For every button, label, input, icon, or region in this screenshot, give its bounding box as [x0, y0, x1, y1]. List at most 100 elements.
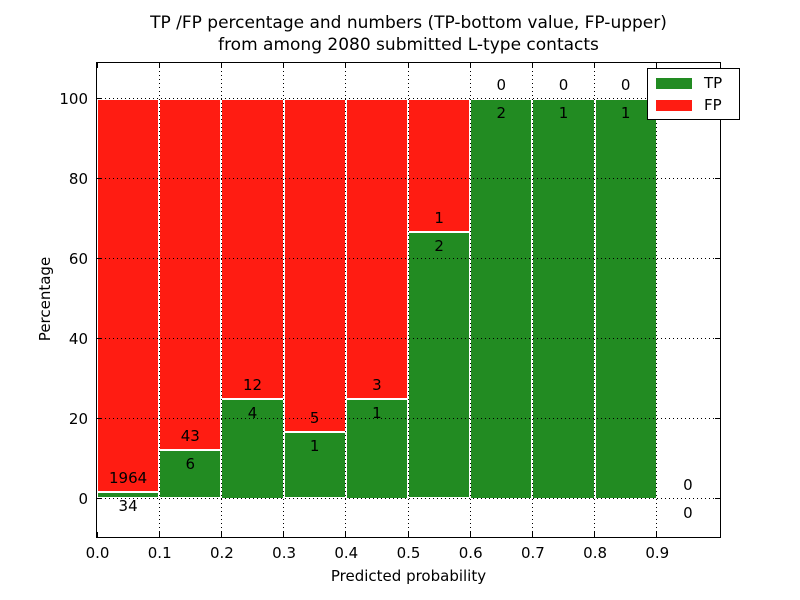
- v-gridline: [531, 63, 533, 536]
- fp-count-label: 43: [180, 426, 200, 445]
- fp-count-label: 0: [620, 75, 631, 94]
- tp-count-label: 34: [118, 496, 138, 515]
- fp-count-label: 1: [434, 208, 444, 227]
- chart-title-line1: TP /FP percentage and numbers (TP-bottom…: [150, 13, 667, 33]
- y-tick-mark: [97, 498, 102, 499]
- chart-title-line2: from among 2080 submitted L-type contact…: [218, 35, 599, 55]
- fp-count-label: 3: [372, 375, 382, 394]
- bar-fp-segment: [159, 98, 222, 450]
- x-tick-label: 0.6: [458, 544, 483, 562]
- y-tick-labels: 0 20 40 60 80 100: [0, 64, 88, 537]
- bar-tp-segment: [470, 98, 533, 499]
- y-tick-mark: [97, 338, 102, 339]
- x-tick-mark: [469, 63, 471, 68]
- tp-count-label: 0: [683, 503, 693, 522]
- fp-count-label: 1964: [109, 468, 148, 487]
- bar-tp-segment: [532, 98, 595, 499]
- legend-swatch-tp: [656, 77, 692, 89]
- v-gridline: [469, 63, 471, 536]
- v-gridline: [594, 63, 596, 536]
- x-tick-label: 0.4: [334, 544, 359, 562]
- bar-tp-segment: [345, 398, 408, 499]
- y-tick-mark: [715, 418, 720, 419]
- y-tick-mark: [715, 338, 720, 339]
- x-tick-label: 0.7: [520, 544, 545, 562]
- tp-count-label: 1: [620, 103, 631, 122]
- y-tick-mark: [97, 178, 102, 179]
- x-tick-mark: [656, 63, 658, 68]
- fp-count-label: 0: [558, 75, 569, 94]
- bar-fp-segment: [345, 98, 408, 399]
- x-tick-mark: [407, 63, 409, 68]
- tp-count-label: 1: [558, 103, 569, 122]
- x-tick-mark: [283, 532, 285, 537]
- x-tick-mark: [220, 63, 222, 68]
- bar-tp-segment: [97, 491, 160, 499]
- x-tick-mark: [594, 532, 596, 537]
- tp-count-label: 1: [372, 403, 382, 422]
- x-tick-label: 0.2: [209, 544, 234, 562]
- x-tick-mark: [158, 532, 160, 537]
- y-tick-mark: [715, 258, 720, 259]
- legend-swatch-fp: [656, 99, 692, 111]
- fp-count-label: 0: [683, 475, 693, 494]
- v-gridline: [158, 63, 160, 536]
- v-gridline: [407, 63, 409, 536]
- y-tick-label: 20: [68, 410, 88, 428]
- x-axis-label: Predicted probability: [330, 567, 487, 585]
- x-tick-mark: [345, 63, 347, 68]
- bar-fp-segment: [408, 98, 471, 232]
- y-tick-label: 100: [59, 90, 88, 108]
- x-tick-labels: 0.0 0.1 0.2 0.3 0.4 0.5 0.6 0.7 0.8 0.9: [86, 544, 720, 562]
- x-tick-mark: [469, 532, 471, 537]
- x-tick-mark: [594, 63, 596, 68]
- x-tick-mark: [531, 63, 533, 68]
- y-tick-mark: [97, 418, 102, 419]
- x-tick-mark: [158, 63, 160, 68]
- y-tick-mark: [97, 258, 102, 259]
- legend-entry: TP: [648, 72, 739, 94]
- tp-count-label: 4: [247, 403, 258, 422]
- x-tick-mark: [220, 532, 222, 537]
- chart-title: TP /FP percentage and numbers (TP-bottom…: [96, 12, 721, 56]
- x-tick-mark: [96, 63, 98, 68]
- bar-tp-segment: [221, 398, 284, 499]
- x-tick-label: 0.0: [85, 544, 110, 562]
- bar-fp-segment: [97, 98, 160, 492]
- x-tick-mark: [531, 532, 533, 537]
- y-tick-label: 0: [78, 490, 88, 508]
- legend-label: TP: [704, 74, 723, 92]
- x-tick-mark: [96, 532, 98, 537]
- tp-count-label: 1: [309, 436, 320, 455]
- x-tick-mark: [345, 532, 347, 537]
- x-tick-mark: [407, 532, 409, 537]
- y-tick-mark: [97, 98, 102, 99]
- y-tick-label: 40: [68, 330, 88, 348]
- fp-count-label: 12: [242, 375, 263, 394]
- x-tick-label: 0.3: [272, 544, 297, 562]
- y-tick-label: 60: [68, 250, 88, 268]
- legend-entry: FP: [648, 94, 739, 116]
- y-tick-label: 80: [68, 170, 88, 188]
- bar-tp-segment: [408, 231, 471, 499]
- x-tick-label: 0.9: [645, 544, 670, 562]
- v-gridline: [656, 63, 658, 536]
- v-gridline: [345, 63, 347, 536]
- x-tick-mark: [283, 63, 285, 68]
- v-gridline: [283, 63, 285, 536]
- bar-fp-segment: [283, 98, 346, 432]
- x-tick-label: 0.8: [583, 544, 608, 562]
- bar-fp-segment: [221, 98, 284, 399]
- plot-area: 1964 34 43 6 12 4 5 1 3 1 1 2 0 2 0 1 0 1 0 0: [96, 62, 721, 538]
- bar-tp-segment: [283, 431, 346, 499]
- x-tick-label: 0.5: [396, 544, 421, 562]
- bar-tp-segment: [159, 449, 222, 499]
- legend-label: FP: [704, 96, 722, 114]
- legend: TP FP: [647, 68, 740, 120]
- tp-count-label: 6: [185, 454, 196, 473]
- bar-tp-segment: [594, 98, 657, 499]
- tp-count-label: 2: [434, 236, 444, 255]
- x-tick-mark: [656, 532, 658, 537]
- fp-count-label: 5: [309, 408, 320, 427]
